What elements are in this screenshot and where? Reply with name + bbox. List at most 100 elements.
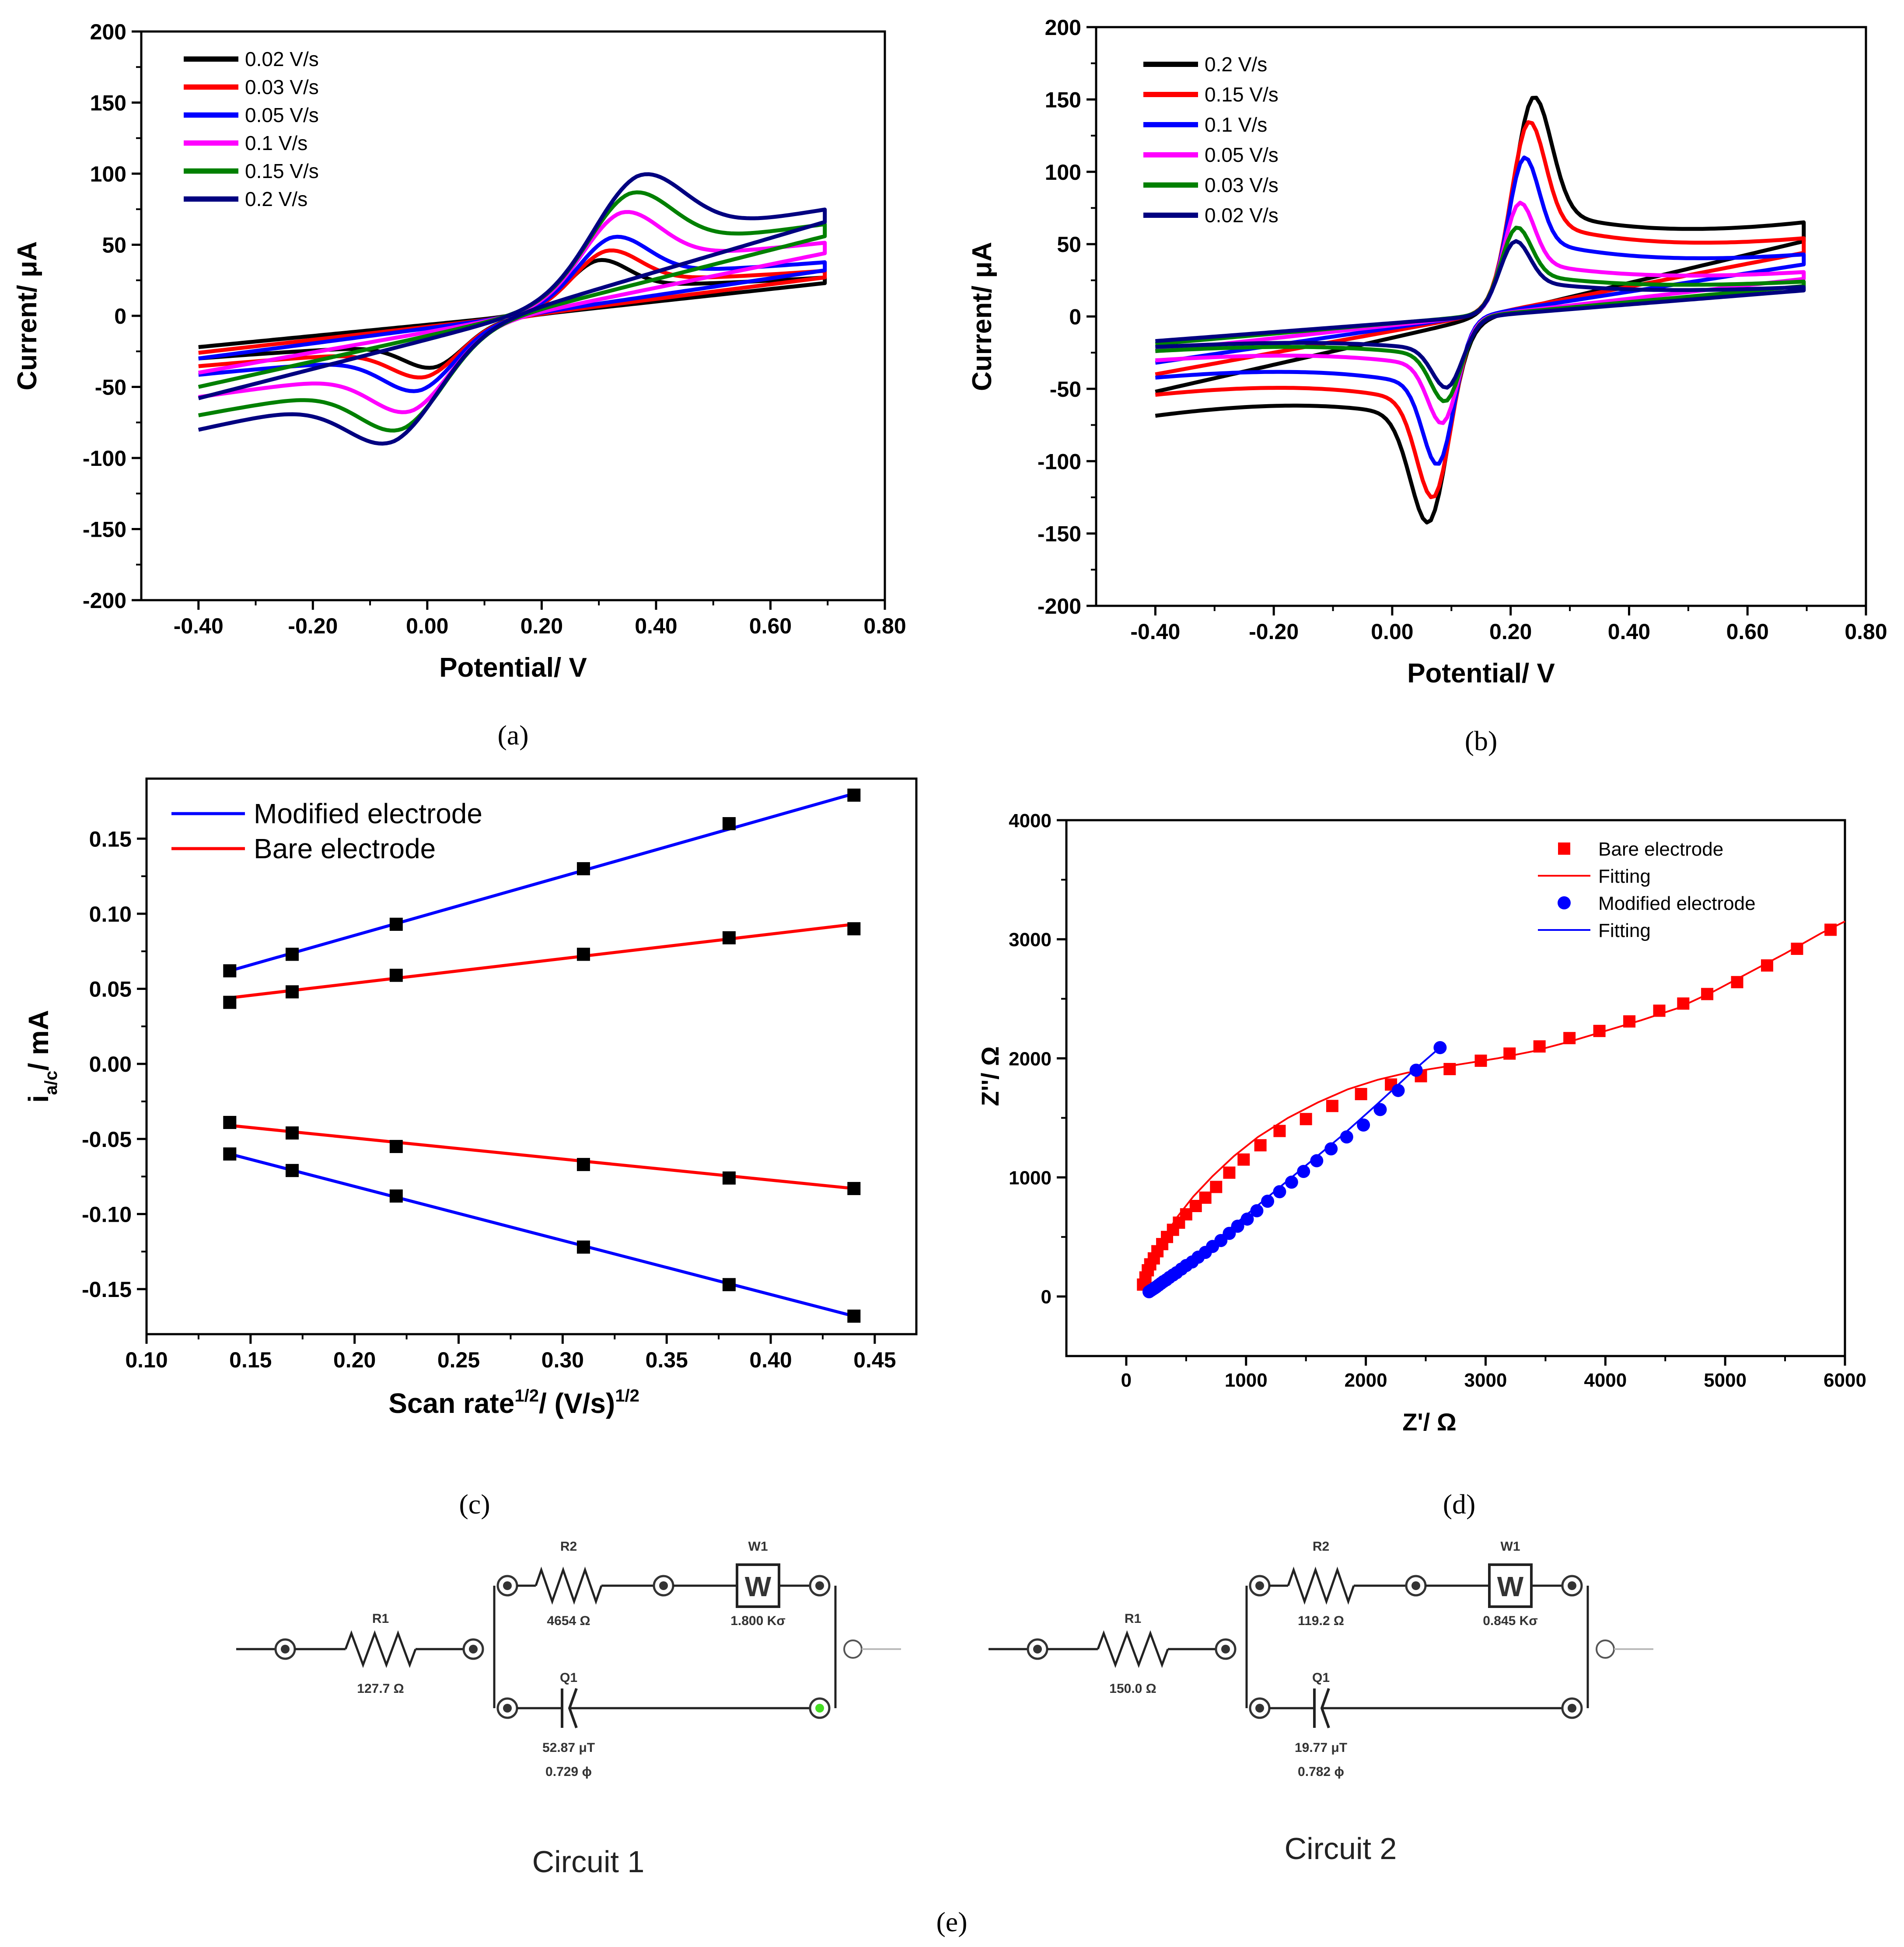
data-point (389, 1140, 403, 1153)
panel-label: (c) (459, 1489, 490, 1520)
data-point (285, 1164, 299, 1177)
y-tick-label: 0 (114, 304, 126, 329)
wire (493, 1586, 837, 1708)
wire (1245, 1586, 1589, 1708)
warburg-symbol (736, 1563, 780, 1608)
terminal-dot (1411, 1581, 1420, 1590)
y-tick-label: 0.15 (89, 827, 132, 851)
legend-label: 0.05 V/s (245, 104, 319, 126)
y-axis-label: Current/ μA (12, 241, 42, 390)
r1-label: R1 (1125, 1611, 1141, 1626)
y-tick-label: 50 (102, 233, 126, 258)
legend-label: 0.03 V/s (1205, 174, 1279, 196)
q1-exponent: 0.729 ϕ (545, 1765, 592, 1779)
y-tick-label: 1000 (1009, 1168, 1052, 1189)
data-point (1433, 1041, 1447, 1054)
data-point (1340, 1130, 1353, 1144)
data-point (1310, 1154, 1324, 1168)
data-point (576, 1240, 590, 1254)
y-tick-label: 0 (1069, 305, 1081, 329)
data-point (1409, 1063, 1423, 1077)
data-point (389, 1189, 403, 1203)
legend-label: 0.02 V/s (1205, 204, 1279, 227)
y-tick-label: -50 (95, 375, 126, 400)
terminal-dot (503, 1704, 512, 1713)
data-point (1273, 1125, 1286, 1137)
x-tick-label: 0.30 (542, 1348, 584, 1372)
x-tick-label: 5000 (1704, 1370, 1747, 1391)
data-point (1199, 1191, 1212, 1204)
panel-label: (b) (1465, 725, 1498, 756)
x-tick-label: 0.80 (1845, 619, 1887, 644)
y-tick-label: -100 (1038, 449, 1081, 474)
chart-b: -0.40 -0.20 0.00 0.20 0.40 0.60 0.80 -200 -150 -1… (967, 15, 1887, 756)
warburg-symbol (1488, 1563, 1533, 1608)
legend-label: Fitting (1598, 920, 1651, 941)
data-point (1240, 1212, 1254, 1226)
x-tick-label: 0.35 (646, 1348, 688, 1372)
data-point (722, 1278, 736, 1291)
x-tick-label: 0.20 (333, 1348, 376, 1372)
x-tick-label: 0.00 (1371, 619, 1413, 644)
data-point (1474, 1054, 1487, 1067)
data-point (576, 862, 590, 875)
data-point (576, 1158, 590, 1171)
legend-label: 0.1 V/s (245, 132, 307, 154)
chart-c: 0.10 0.15 0.20 0.25 0.30 0.35 0.40 0.45 -0.15 -0.… (23, 777, 918, 1520)
fit-line (229, 923, 854, 1000)
legend-label: 0.15 V/s (1205, 83, 1279, 106)
y-tick-label: 200 (90, 20, 126, 44)
data-point (1761, 959, 1773, 972)
terminal-dot (659, 1581, 668, 1590)
y-tick-label: 150 (1045, 87, 1081, 112)
data-point (389, 917, 403, 931)
y-tick-label: 100 (90, 162, 126, 186)
data-point (223, 1147, 237, 1161)
cv-curve (1155, 95, 1806, 524)
x-tick-label: 0.20 (1489, 619, 1532, 644)
w1-value: 1.800 Kσ (730, 1614, 786, 1628)
legend-label: Bare electrode (1598, 839, 1723, 860)
data-point (1701, 988, 1714, 1000)
resistor-symbol (1097, 1630, 1169, 1668)
y-tick-label: 0.10 (89, 902, 132, 926)
data-point (1533, 1040, 1546, 1053)
terminal-dot (1568, 1704, 1576, 1713)
y-tick-label: -200 (1038, 594, 1081, 619)
legend-label: 0.02 V/s (245, 48, 319, 70)
data-point (1231, 1220, 1244, 1233)
circuit-title: Circuit 2 (1285, 1832, 1397, 1866)
terminal-dot (281, 1645, 290, 1653)
data-point (1326, 1100, 1338, 1112)
cv-curve (198, 210, 827, 414)
data-point (1324, 1142, 1338, 1156)
x-tick-label: 0.15 (229, 1348, 272, 1372)
y-tick-label: 4000 (1009, 810, 1052, 832)
resistor-symbol (344, 1630, 417, 1668)
legend-label: 0.15 V/s (245, 160, 319, 182)
x-tick-label: 0.80 (863, 614, 906, 638)
data-point (1254, 1139, 1267, 1152)
r1-label: R1 (372, 1611, 389, 1626)
x-tick-label: 0.60 (749, 614, 792, 638)
y-tick-label: -50 (1050, 377, 1081, 402)
w1-value: 0.845 Kσ (1483, 1614, 1538, 1628)
data-point (1391, 1084, 1405, 1097)
y-tick-label: 0.05 (89, 977, 132, 1002)
data-point (1731, 976, 1743, 989)
x-tick-label: -0.40 (174, 614, 224, 638)
y-tick-label: 200 (1045, 15, 1081, 40)
y-tick-label: -100 (83, 446, 126, 471)
panel-label: (a) (497, 720, 528, 751)
data-point (1373, 1103, 1387, 1116)
data-point (722, 1171, 736, 1185)
y-tick-label: -0.10 (82, 1202, 132, 1227)
x-tick-label: -0.20 (1249, 619, 1299, 644)
data-point (1563, 1032, 1576, 1045)
data-point (285, 947, 299, 961)
data-point (285, 985, 299, 999)
x-axis-label: Potential/ V (1407, 658, 1555, 689)
data-point (1593, 1024, 1606, 1037)
x-axis-label: Scan rate1/2/ (V/s)1/2 (388, 1386, 639, 1419)
cv-curve (1155, 155, 1806, 466)
